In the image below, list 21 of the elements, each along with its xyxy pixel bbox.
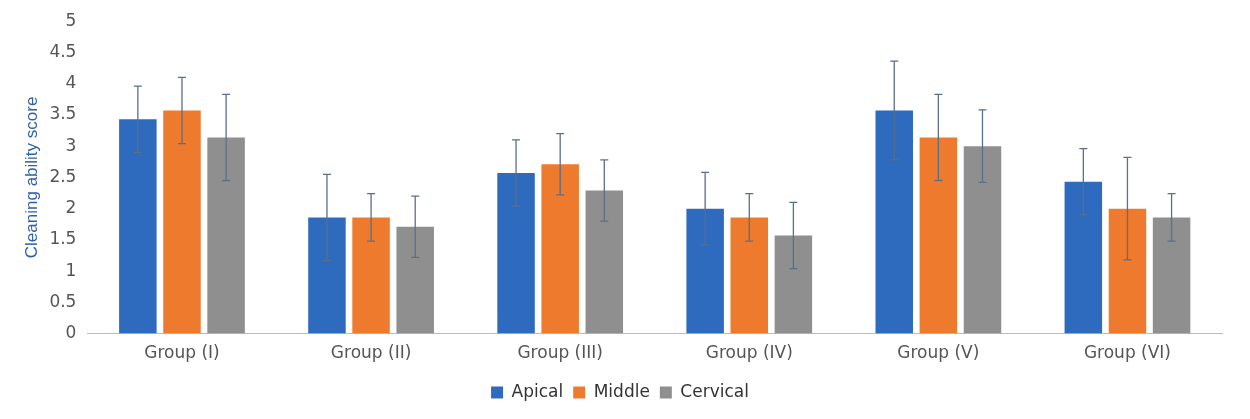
y-tick-label: 4.5 (49, 40, 77, 61)
y-tick-label: 1.5 (49, 228, 77, 249)
x-tick-label: Group (V) (897, 342, 980, 363)
x-tick-label: Group (II) (330, 342, 412, 363)
legend-label: Cervical (680, 380, 749, 401)
y-tick-label: 3 (65, 134, 77, 155)
legend-label: Apical (511, 380, 564, 401)
y-tick-label: 2.5 (49, 165, 77, 186)
y-axis-title: Cleaning ability score (21, 96, 41, 259)
x-tick-label: Group (I) (144, 342, 220, 363)
y-tick-label: 0 (65, 322, 77, 343)
x-tick-label: Group (VI) (1083, 342, 1171, 363)
y-tick-label: 3.5 (49, 103, 77, 124)
y-tick-label: 2 (65, 197, 77, 218)
x-tick-label: Group (III) (517, 342, 603, 363)
y-tick-label: 0.5 (49, 290, 77, 311)
legend-label: Middle (593, 380, 650, 401)
y-tick-label: 4 (65, 72, 77, 93)
y-tick-label: 5 (65, 9, 77, 30)
y-tick-label: 1 (65, 259, 77, 280)
x-tick-label: Group (IV) (705, 342, 793, 363)
